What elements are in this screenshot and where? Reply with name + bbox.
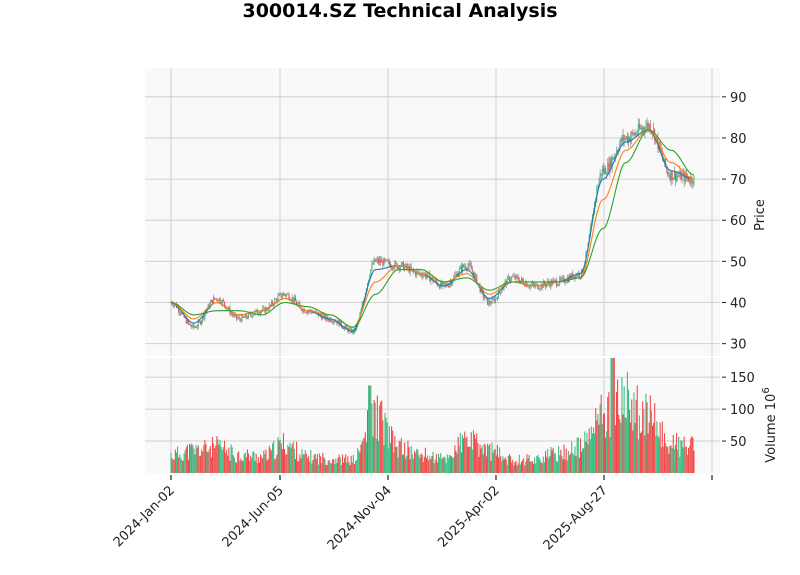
price-tick-label: 90 xyxy=(730,91,747,106)
x-tick-label: 2025-Apr-02 xyxy=(435,483,502,550)
price-tick-label: 80 xyxy=(730,132,747,147)
volume-panel: 50 100 150 xyxy=(145,358,755,473)
price-tick-label: 60 xyxy=(730,214,747,229)
volume-axis-label-text: Volume 10 xyxy=(764,394,779,463)
ma-long-line xyxy=(170,129,695,328)
volume-axis-exponent: 6 xyxy=(761,387,772,393)
x-tick-label: 2024-Nov-04 xyxy=(325,483,395,553)
price-tick-label: 30 xyxy=(730,338,747,353)
x-axis: 2024-Jan-02 2024-Jun-05 2024-Nov-04 2025-Ap… xyxy=(111,475,713,553)
chart-title: 300014.SZ Technical Analysis xyxy=(242,0,558,22)
volume-tick-label: 100 xyxy=(730,403,755,418)
x-tick-label: 2025-Aug-27 xyxy=(541,483,611,553)
x-tick-label: 2024-Jan-02 xyxy=(111,483,178,550)
price-axis-label: Price xyxy=(753,199,768,231)
price-tick-label: 40 xyxy=(730,297,747,312)
price-tick-label: 50 xyxy=(730,255,747,270)
price-tick-label: 70 xyxy=(730,173,747,188)
volume-bars xyxy=(170,358,695,473)
volume-axis-label: Volume 106 xyxy=(761,387,779,462)
x-tick-label: 2024-Jun-05 xyxy=(220,483,287,550)
volume-tick-label: 150 xyxy=(730,371,755,386)
price-plot-area xyxy=(145,68,720,356)
volume-tick-label: 50 xyxy=(730,435,747,450)
ma-mid-line xyxy=(170,129,695,328)
price-panel: 30 40 50 60 70 80 90 xyxy=(145,68,747,356)
